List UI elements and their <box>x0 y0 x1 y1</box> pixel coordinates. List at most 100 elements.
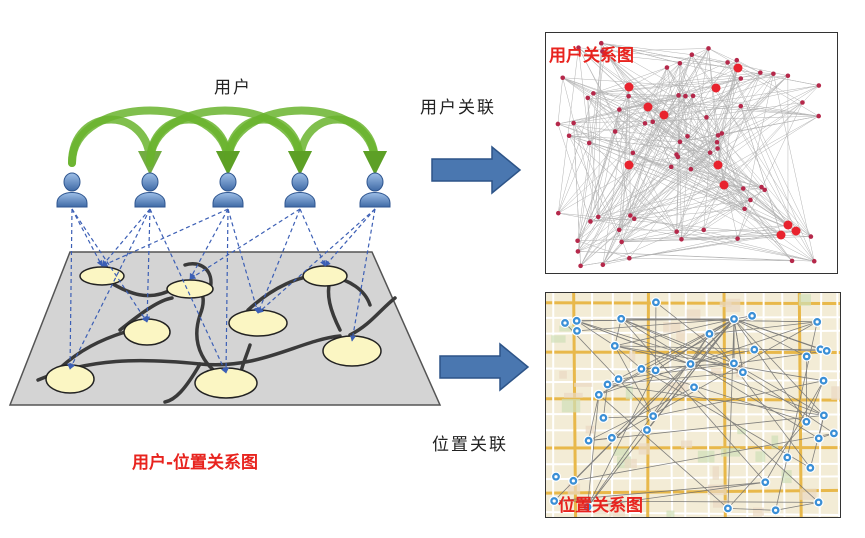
location-graph-node <box>805 462 816 473</box>
user-graph-edge <box>590 109 620 222</box>
user-graph-edge <box>557 123 591 222</box>
block <box>799 488 817 500</box>
user-graph-node <box>808 234 814 239</box>
user-graph-node <box>612 129 618 134</box>
users-label: 用户 <box>214 78 252 98</box>
location-graph-edge <box>614 345 827 352</box>
location-graph-node <box>616 313 627 324</box>
user-graph-edge <box>647 95 679 108</box>
user-graph-node <box>783 220 793 230</box>
user-graph-node <box>624 82 634 92</box>
user-graph-edge <box>717 72 761 149</box>
location-graph-node <box>828 428 840 439</box>
location-graph-edges <box>553 302 835 511</box>
location-graph-node <box>602 379 613 390</box>
user-graph-node <box>628 213 633 218</box>
location-graph-panel: 位置关系图 <box>545 292 841 518</box>
user-graph-edge <box>708 48 718 143</box>
location-graph-edge <box>655 318 735 371</box>
user-graph-node <box>800 100 805 105</box>
user-graph-edge <box>621 231 677 243</box>
street <box>781 293 786 517</box>
location-graph-edge <box>620 318 766 483</box>
user-graph-edge <box>615 131 719 166</box>
user-graph-edge <box>690 168 762 188</box>
location-graph-node <box>728 358 740 369</box>
location-graph-node <box>648 411 659 422</box>
user-graph-node <box>711 83 721 93</box>
user-graph-edge <box>601 43 646 124</box>
user-graph-node <box>759 184 764 190</box>
user-place-link <box>71 208 148 323</box>
user-graph-node <box>617 107 622 112</box>
user-graph-edge <box>587 97 616 132</box>
location-graph-node <box>728 313 740 325</box>
user-graph-edge <box>621 224 789 243</box>
user-graph-edge <box>562 77 711 153</box>
user-graph-node <box>571 120 576 126</box>
user-graph-edge <box>562 77 599 217</box>
user-graph-edge <box>629 230 797 259</box>
user-graph-node <box>674 229 679 234</box>
street <box>546 379 840 384</box>
person-icon <box>212 172 244 208</box>
user-graph-edge <box>628 72 761 88</box>
user-graph-edge <box>630 72 761 216</box>
location-graph-node <box>559 317 571 329</box>
location-graph-edge <box>554 500 819 503</box>
user-graph-node <box>762 187 767 193</box>
user-graph-edge <box>619 109 782 236</box>
user-graph-edge <box>709 152 762 188</box>
block <box>625 385 633 400</box>
location-graph-edge <box>614 345 642 370</box>
user-graph-node <box>740 186 746 191</box>
user-graph-node <box>735 236 740 241</box>
user-graph-node <box>748 197 753 203</box>
location-graph-node <box>821 345 832 356</box>
location-graph-node <box>609 340 620 351</box>
location-graph-node <box>813 497 824 508</box>
location-graph-node <box>593 389 604 400</box>
user-association-label: 用户关联 <box>420 98 496 118</box>
user-graph-node <box>689 52 695 58</box>
location-graph-edge <box>614 345 654 417</box>
user-graph-node <box>811 258 817 264</box>
user-graph-node <box>650 119 656 125</box>
location-graph-edge <box>607 371 743 385</box>
user-graph-edge <box>676 142 718 232</box>
user-graph-edge <box>690 168 793 262</box>
location-graph-node <box>818 410 829 421</box>
user-place-links <box>67 208 376 374</box>
user-graph-node <box>758 70 763 75</box>
street <box>722 293 727 517</box>
user-graph-node <box>585 95 591 101</box>
user-graph-edge <box>557 77 563 124</box>
location-graph-edge <box>693 386 819 503</box>
block <box>711 368 722 375</box>
place-nodes <box>45 265 382 399</box>
user-graph-edge <box>676 231 815 262</box>
location-graph-node <box>636 363 647 375</box>
location-graph-edge <box>564 322 654 417</box>
block <box>831 386 840 400</box>
user-graph-edge <box>589 142 797 232</box>
location-graph-edge <box>641 368 811 469</box>
user-graph-edge <box>666 67 719 136</box>
user-graph-node <box>624 160 634 170</box>
user-graph-edge <box>727 62 812 237</box>
user-graph-edge <box>692 95 762 188</box>
location-graph-node <box>583 435 594 446</box>
user-graph-node <box>679 236 684 242</box>
street <box>744 293 749 517</box>
place-node <box>123 318 171 346</box>
user-graph-edge <box>621 199 751 243</box>
place-node <box>45 364 95 394</box>
block <box>616 456 632 469</box>
user-graph-edge <box>601 42 694 97</box>
user-graph-edge <box>630 215 738 239</box>
user-graph-edge <box>679 63 723 134</box>
block <box>712 466 719 480</box>
location-graph-edge <box>727 507 776 511</box>
location-graph-node <box>813 433 824 444</box>
